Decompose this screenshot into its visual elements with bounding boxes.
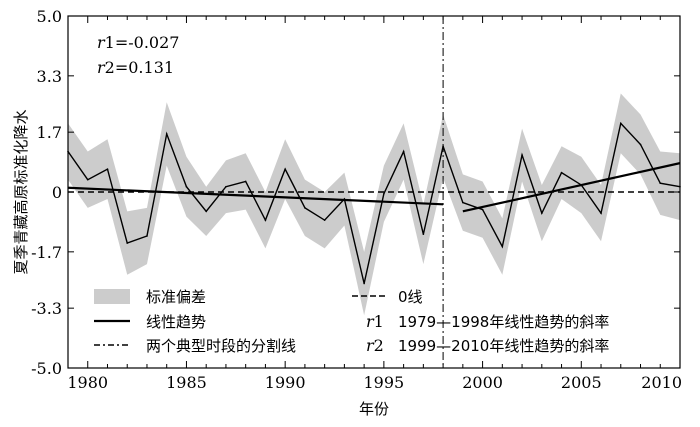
y-tick-label: 0 bbox=[52, 183, 62, 202]
trend-line-2 bbox=[462, 162, 681, 213]
data-point-2001 bbox=[501, 245, 504, 248]
x-tick-label: 2005 bbox=[561, 373, 602, 392]
data-point-2008 bbox=[639, 143, 642, 146]
legend-key-r1: r1 bbox=[366, 312, 384, 331]
r-annotation-2: r2=0.131 bbox=[97, 58, 174, 77]
data-point-2003 bbox=[541, 212, 543, 214]
legend-key-r2: r2 bbox=[366, 336, 384, 355]
data-point-1983 bbox=[146, 235, 148, 237]
data-point-1994 bbox=[363, 282, 365, 285]
legend-label-r2: 1999—2010年线性趋势的斜率 bbox=[398, 337, 609, 355]
data-point-1989 bbox=[264, 219, 267, 221]
data-point-1990 bbox=[284, 168, 286, 170]
legend-label-left-2: 线性趋势 bbox=[146, 313, 206, 331]
x-tick-label: 1995 bbox=[364, 373, 405, 392]
data-point-1985 bbox=[185, 185, 188, 188]
annotation-layer: r1=-0.027 r2=0.131 bbox=[97, 33, 179, 77]
y-tick-label: 5.0 bbox=[37, 7, 62, 26]
data-point-2009 bbox=[659, 182, 662, 184]
legend-swatch-band bbox=[94, 289, 130, 304]
x-tick-label: 2000 bbox=[462, 373, 503, 392]
data-point-2006 bbox=[600, 212, 602, 214]
data-point-2004 bbox=[560, 171, 563, 174]
legend-label-zero-line: 0线 bbox=[398, 288, 423, 306]
data-point-1993 bbox=[343, 198, 346, 200]
y-tick-label: -1.7 bbox=[31, 243, 62, 262]
x-tick-label: 2010 bbox=[641, 373, 682, 392]
data-point-1981 bbox=[106, 168, 109, 170]
data-point-2002 bbox=[521, 154, 523, 156]
y-tick-label: -3.3 bbox=[31, 299, 62, 318]
r-annotation-1: r1=-0.027 bbox=[97, 33, 179, 52]
data-point-1987 bbox=[225, 185, 227, 188]
x-tick-label: 1985 bbox=[166, 373, 207, 392]
data-point-1988 bbox=[244, 180, 247, 183]
data-point-1996 bbox=[402, 150, 405, 153]
data-point-1998 bbox=[442, 145, 444, 148]
data-point-1982 bbox=[126, 242, 129, 244]
trend-lines bbox=[67, 162, 681, 213]
std-band-layer bbox=[68, 93, 680, 316]
legend-label-left-3: 两个典型时段的分割线 bbox=[146, 337, 296, 355]
data-point-2000 bbox=[481, 208, 484, 211]
data-point-1991 bbox=[304, 207, 306, 209]
x-tick-label: 1980 bbox=[67, 373, 108, 392]
data-point-1980 bbox=[86, 178, 89, 181]
legend-label-r1: 1979—1998年线性趋势的斜率 bbox=[398, 313, 609, 331]
std-band bbox=[68, 93, 680, 316]
tick-layer: 5.0 3.3 1.7 0 -1.7 -3.3 -5.0 1980 1985 1990 1995 20… bbox=[31, 7, 682, 392]
data-point-1999 bbox=[462, 201, 464, 204]
data-point-1997 bbox=[422, 233, 425, 236]
data-point-1995 bbox=[383, 192, 385, 195]
data-point-1992 bbox=[323, 219, 326, 221]
data-point-1984 bbox=[165, 133, 168, 135]
series-line bbox=[67, 121, 681, 284]
trend-line-1 bbox=[67, 186, 444, 206]
y-tick-label: 3.3 bbox=[37, 67, 62, 86]
data-point-1986 bbox=[205, 210, 207, 213]
x-tick-label: 1990 bbox=[265, 373, 306, 392]
x-axis-label: 年份 bbox=[359, 400, 389, 418]
legend-label-left-1: 标准偏差 bbox=[146, 288, 206, 306]
data-point-2005 bbox=[580, 184, 583, 186]
data-point-2007 bbox=[619, 122, 622, 125]
y-tick-label: 1.7 bbox=[37, 123, 62, 142]
y-tick-label: -5.0 bbox=[31, 359, 62, 378]
y-axis-label: 夏季青藏高原标准化降水 bbox=[12, 109, 30, 274]
